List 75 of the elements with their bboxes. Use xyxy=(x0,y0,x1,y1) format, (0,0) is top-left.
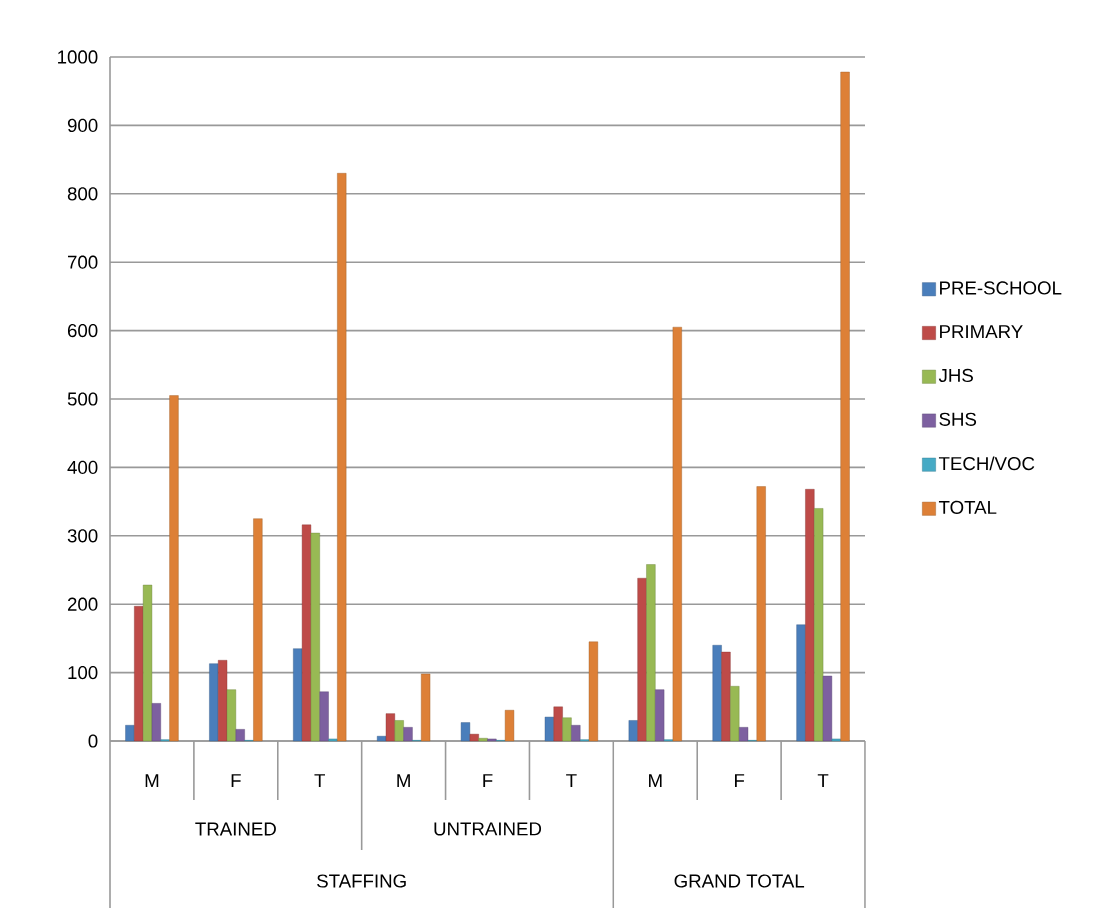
y-tick-label: 200 xyxy=(67,597,98,611)
bar xyxy=(253,518,263,742)
bar xyxy=(125,725,135,742)
legend-label: TOTAL xyxy=(938,500,997,515)
bar xyxy=(730,686,740,742)
text: TRAINED xyxy=(195,822,276,836)
bar xyxy=(209,663,219,742)
y-tick-label: 400 xyxy=(67,460,98,475)
bar xyxy=(628,720,638,742)
y-tick-label: 700 xyxy=(68,255,98,269)
bar xyxy=(328,738,338,742)
bar xyxy=(637,578,647,742)
bar xyxy=(310,532,320,742)
bar xyxy=(504,710,515,742)
bar xyxy=(805,489,815,742)
bar xyxy=(756,486,766,742)
bar xyxy=(796,624,806,742)
bar xyxy=(655,689,665,742)
bar xyxy=(721,651,731,742)
bar xyxy=(738,727,749,742)
legend-label: TECH/VOC xyxy=(938,456,1035,471)
legend-label: PRIMARY xyxy=(940,325,1023,339)
x-tick-label: T xyxy=(314,774,325,787)
bar xyxy=(672,326,682,742)
bar xyxy=(337,173,347,742)
bar xyxy=(301,524,312,742)
y-tick-label: 800 xyxy=(67,187,98,201)
bar xyxy=(562,717,572,742)
text: UNTRAINED xyxy=(434,822,542,836)
x-tick-label: T xyxy=(817,774,829,787)
y-tick-label: 1000 xyxy=(58,50,98,64)
y-tick-label: 300 xyxy=(67,529,98,543)
bar xyxy=(478,738,488,742)
x-tick-label: F xyxy=(735,774,745,787)
bar xyxy=(544,716,554,742)
bar xyxy=(403,727,413,742)
bar xyxy=(169,395,179,742)
bar xyxy=(460,722,471,742)
y-tick-label: 500 xyxy=(67,392,98,406)
legend-label: PRE-SCHOOL xyxy=(940,281,1062,295)
text: STAFFING xyxy=(317,874,406,888)
bar xyxy=(571,725,581,742)
x-tick-label: F xyxy=(483,774,493,787)
bar xyxy=(394,720,404,742)
legend-label: JHS xyxy=(938,368,973,383)
x-tick-label: T xyxy=(566,774,577,787)
bar xyxy=(487,738,497,742)
y-tick-label: 900 xyxy=(67,118,98,133)
text: GRAND TOTAL xyxy=(674,874,805,888)
x-tick-label: M xyxy=(145,774,159,787)
bar xyxy=(822,675,833,742)
bar xyxy=(588,641,599,742)
bar xyxy=(142,584,153,742)
legend-label: SHS xyxy=(939,412,977,426)
bar xyxy=(814,508,824,742)
bar xyxy=(421,673,431,742)
x-tick-label: F xyxy=(231,774,241,787)
y-tick-label: 100 xyxy=(68,665,98,680)
y-tick-label: 0 xyxy=(88,734,98,748)
bar xyxy=(469,733,479,742)
bar xyxy=(840,71,850,742)
x-tick-label: M xyxy=(397,774,410,787)
bar xyxy=(646,564,656,742)
x-tick-label: M xyxy=(649,774,662,787)
bar xyxy=(151,703,161,742)
bar xyxy=(553,706,563,742)
bar xyxy=(226,689,237,742)
bar xyxy=(831,738,841,742)
bar xyxy=(218,660,228,742)
bar xyxy=(712,645,722,742)
y-tick-label: 600 xyxy=(67,323,98,338)
bar xyxy=(319,691,329,742)
bar xyxy=(235,729,245,742)
bar xyxy=(376,736,387,742)
bar xyxy=(385,713,396,742)
